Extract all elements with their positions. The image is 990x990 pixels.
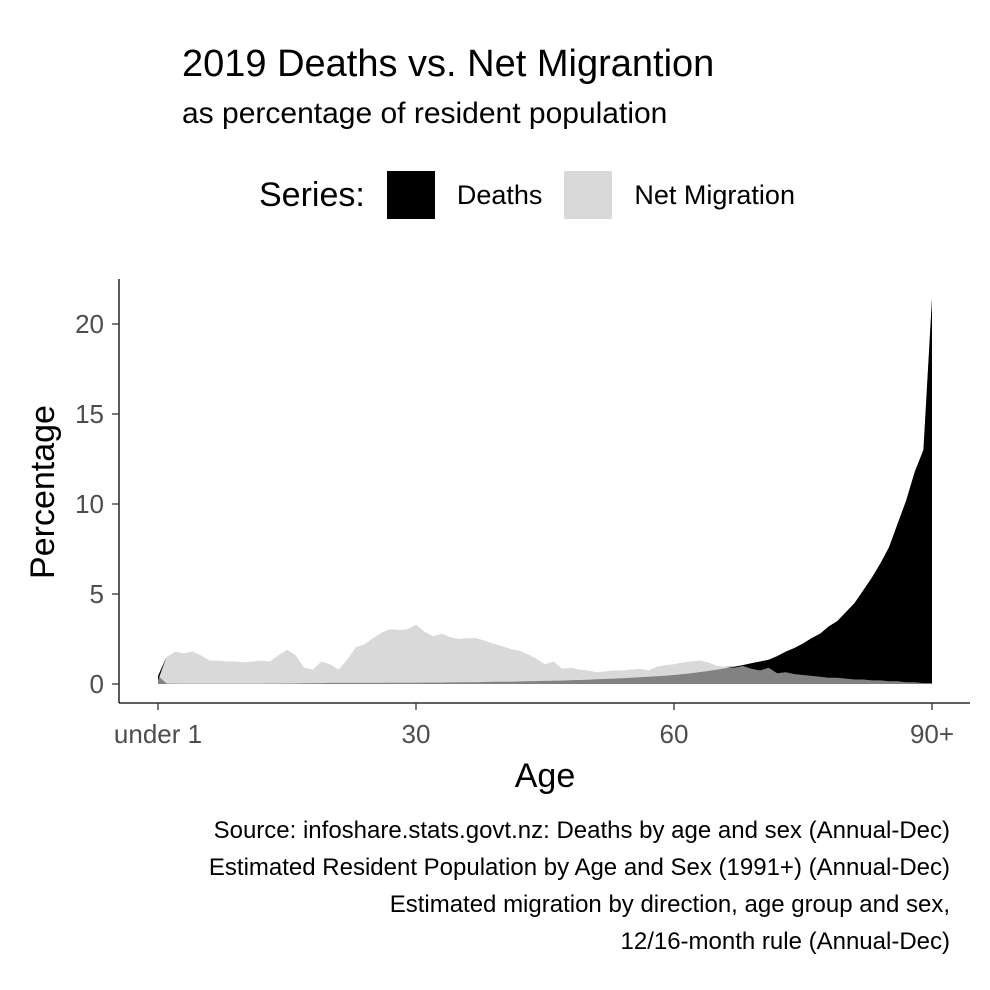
x-tick-label: 30	[402, 719, 431, 749]
y-tick-label: 20	[75, 309, 104, 339]
chart-title: 2019 Deaths vs. Net Migrantion	[182, 43, 715, 85]
x-tick-label: 60	[660, 719, 689, 749]
chart-subtitle: as percentage of resident population	[182, 97, 668, 130]
legend-key-net-migration	[564, 171, 613, 219]
x-axis-title: Age	[515, 757, 576, 795]
legend-title: Series:	[259, 175, 365, 214]
y-tick-label: 15	[75, 399, 104, 429]
x-tick-label: under 1	[114, 719, 202, 749]
y-tick-label: 0	[90, 669, 104, 699]
caption-line: Source: infoshare.stats.govt.nz: Deaths …	[213, 817, 950, 844]
y-tick-label: 10	[75, 489, 104, 519]
x-tick-label: 90+	[910, 719, 954, 749]
legend-label-net-migration: Net Migration	[634, 179, 795, 210]
legend-label-deaths: Deaths	[456, 179, 543, 210]
y-tick-label: 5	[90, 579, 104, 609]
x-axis-ticks: under 1 30 60 90+	[114, 703, 954, 749]
caption-line: Estimated Resident Population by Age and…	[208, 854, 950, 881]
legend: Series: Deaths Net Migration	[259, 170, 817, 220]
caption-line: 12/16-month rule (Annual-Dec)	[620, 928, 951, 955]
legend-key-deaths	[386, 171, 435, 219]
caption-line: Estimated migration by direction, age gr…	[389, 891, 950, 918]
area-deaths-exceed	[158, 298, 932, 684]
y-axis-title: Percentage	[24, 405, 62, 579]
area-deaths	[158, 298, 932, 684]
area-net-migration	[158, 624, 932, 684]
y-axis-ticks: 0 5 10 15 20	[75, 309, 119, 699]
plot-layer	[158, 298, 932, 684]
caption: Source: infoshare.stats.govt.nz: Deaths …	[209, 812, 950, 960]
